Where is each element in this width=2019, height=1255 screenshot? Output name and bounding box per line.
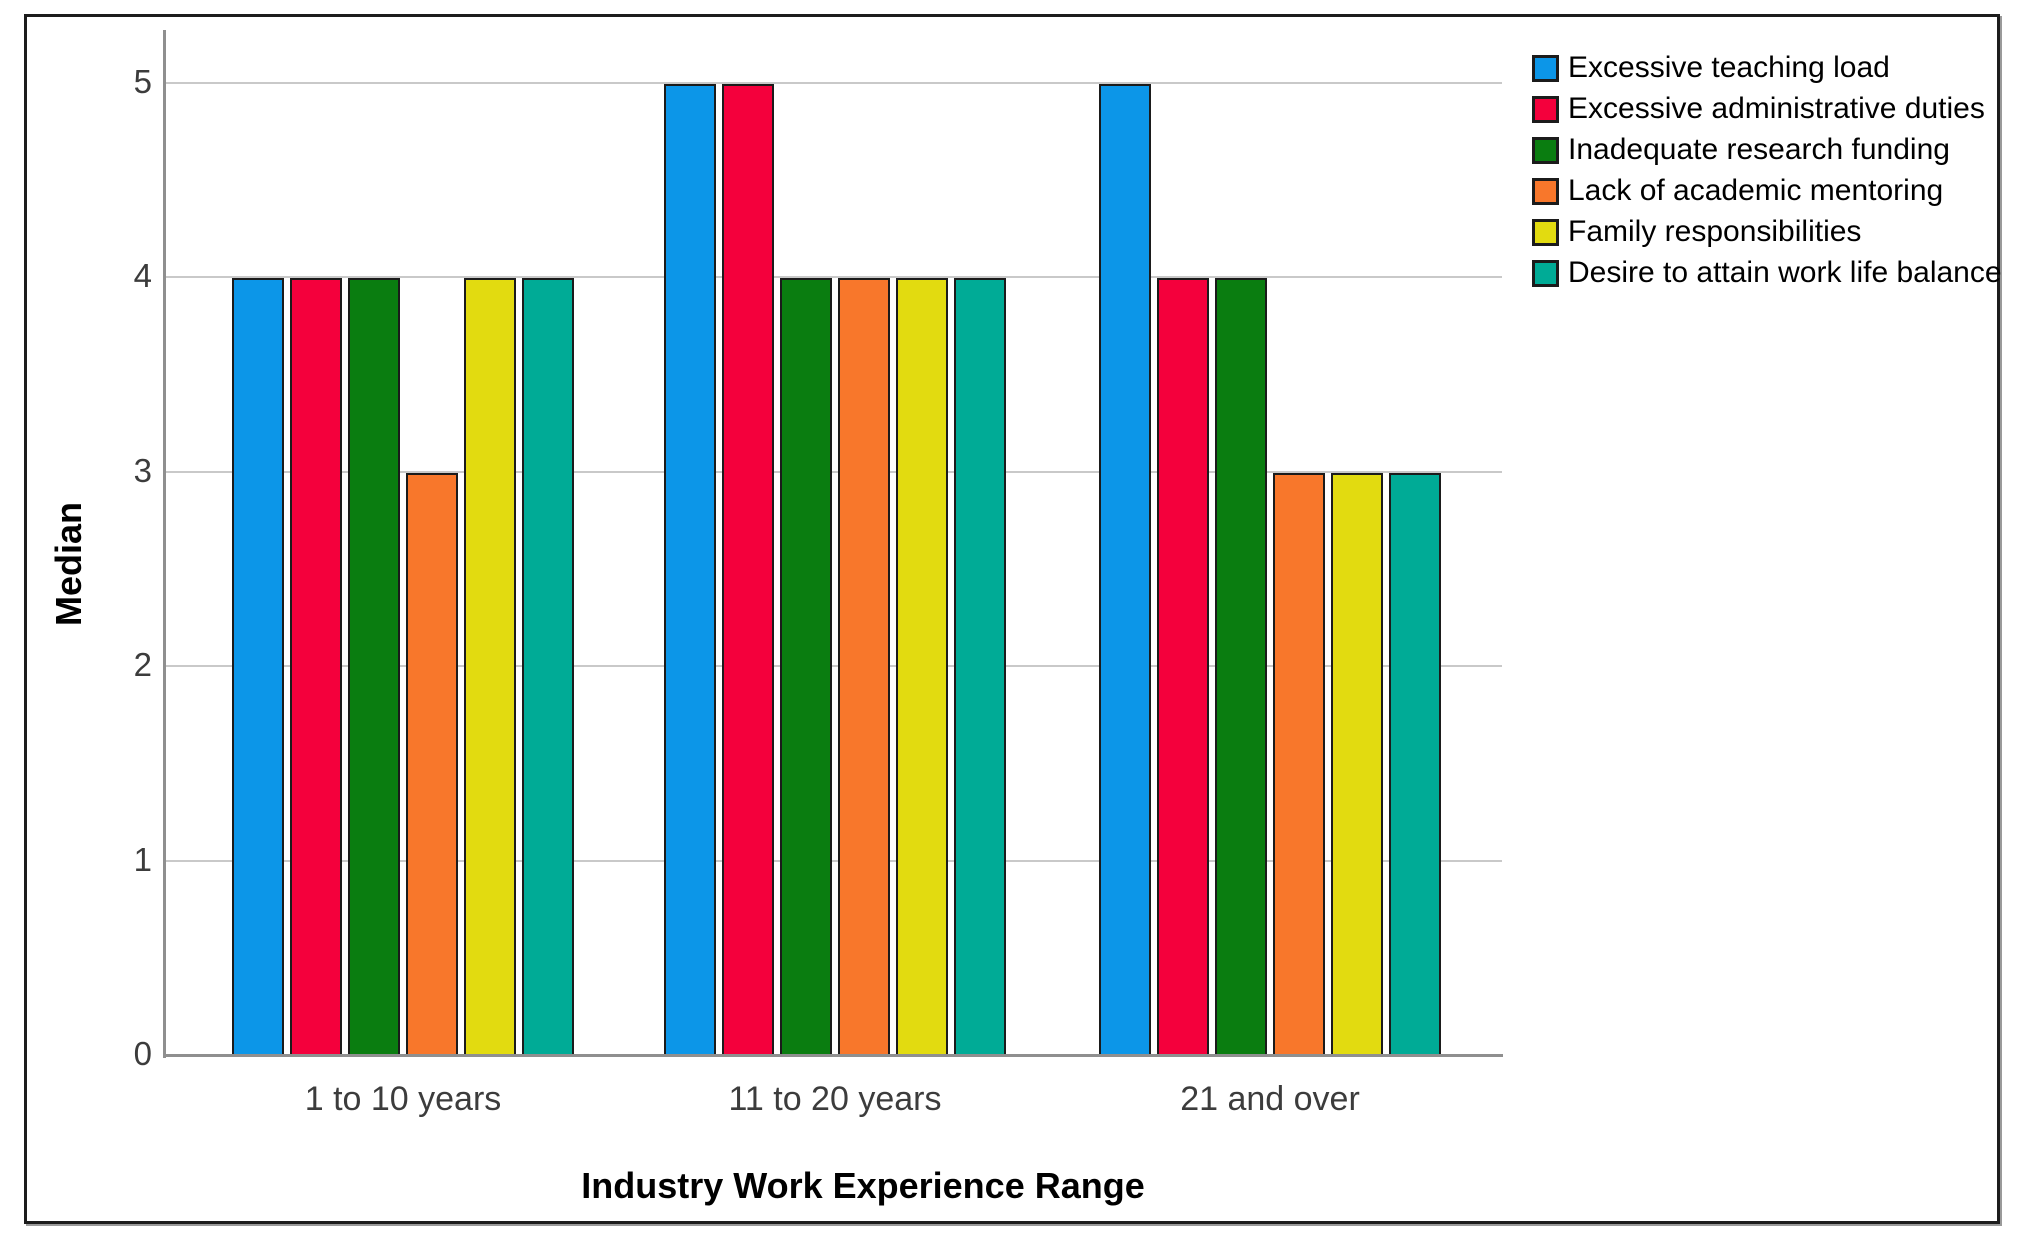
gridline-3 [165, 470, 1502, 473]
bar-cat2-series5 [896, 278, 948, 1056]
legend-swatch-3 [1532, 136, 1559, 164]
y-tick-label-0: 0 [133, 1035, 152, 1072]
y-tick-label-1: 1 [133, 840, 152, 878]
bar-cat1-series6 [522, 278, 574, 1056]
legend-label-2: Excessive administrative duties [1568, 92, 1985, 125]
legend-swatch-2 [1532, 95, 1559, 123]
gridline-1 [165, 859, 1502, 862]
bar-cat3-series2 [1157, 278, 1209, 1056]
legend-item-3: Inadequate research funding [1532, 133, 1950, 167]
legend-swatch-1 [1532, 54, 1559, 82]
bar-cat1-series1 [232, 278, 284, 1056]
y-tick-label-2: 2 [133, 646, 152, 684]
bar-cat3-series4 [1273, 472, 1325, 1056]
legend-item-1: Excessive teaching load [1532, 51, 1890, 85]
bar-cat2-series4 [838, 278, 890, 1056]
gridline-5 [165, 82, 1502, 84]
gridline-4 [165, 276, 1502, 279]
bar-cat2-series6 [954, 278, 1006, 1056]
y-axis-title: Median [48, 502, 89, 627]
x-category-label-3: 21 and over [1180, 1080, 1360, 1118]
bar-cat2-series1 [664, 84, 716, 1056]
legend-label-1: Excessive teaching load [1568, 51, 1890, 84]
legend-label-5: Family responsibilities [1568, 215, 1862, 248]
bar-cat2-series3 [780, 278, 832, 1056]
bar-cat3-series3 [1215, 278, 1267, 1056]
legend-swatch-6 [1532, 259, 1559, 287]
bar-cat1-series4 [406, 472, 458, 1056]
x-axis-line [163, 1054, 1503, 1057]
legend-label-4: Lack of academic mentoring [1568, 174, 1944, 207]
y-tick-label-5: 5 [133, 63, 152, 100]
legend-item-5: Family responsibilities [1532, 215, 1861, 249]
legend-label-3: Inadequate research funding [1568, 133, 1950, 166]
legend-item-4: Lack of academic mentoring [1532, 174, 1943, 208]
legend-item-6: Desire to attain work life balance [1532, 256, 2002, 290]
bar-cat1-series2 [290, 278, 342, 1056]
chart-frame: 0 1 2 3 4 5 1 to 10 years 11 to 20 years 21 and… [24, 14, 2002, 1224]
x-axis-title: Industry Work Experience Range [581, 1165, 1145, 1206]
legend-swatch-5 [1532, 218, 1559, 246]
bar-cat3-series5 [1331, 472, 1383, 1056]
legend-label-6: Desire to attain work life balance [1568, 256, 2002, 289]
bar-cat1-series5 [464, 278, 516, 1056]
y-tick-label-3: 3 [133, 451, 152, 489]
x-category-label-1: 1 to 10 years [304, 1080, 502, 1118]
x-category-label-2: 11 to 20 years [728, 1080, 942, 1118]
y-tick-label-4: 4 [133, 257, 152, 295]
bar-cat2-series2 [722, 84, 774, 1056]
gridline-2 [165, 665, 1502, 668]
bar-cat3-series1 [1099, 84, 1151, 1056]
legend-swatch-4 [1532, 177, 1559, 205]
legend-item-2: Excessive administrative duties [1532, 92, 1985, 126]
bar-cat1-series3 [348, 278, 400, 1056]
y-axis-line [163, 30, 166, 1058]
bar-cat3-series6 [1389, 472, 1441, 1056]
